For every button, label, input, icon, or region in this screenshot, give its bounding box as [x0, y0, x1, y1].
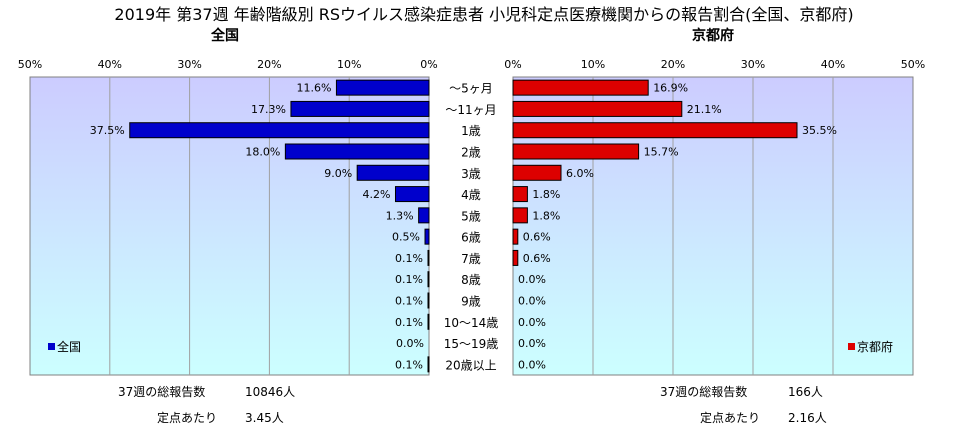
national-summary: 37週の総報告数 10846人 定点あたり 3.45人: [118, 384, 295, 425]
kyoto-data-label: 1.8%: [532, 209, 560, 222]
national-bar: [427, 356, 430, 373]
national-bar: [427, 271, 430, 288]
category-label: 9歳: [461, 295, 481, 309]
kyoto-bar: [512, 164, 562, 181]
national-data-label: 0.1%: [395, 273, 423, 286]
category-label: 15～19歳: [444, 337, 499, 351]
chart-title: 2019年 第37週 年齢階級別 RSウイルス感染症患者 小児科定点医療機関から…: [114, 5, 853, 24]
tick-label: 30%: [741, 58, 765, 71]
tick-label: 40%: [98, 58, 122, 71]
kyoto-bar: [512, 228, 519, 245]
national-bar: [427, 249, 430, 266]
kyoto-data-label: 21.1%: [687, 103, 722, 116]
category-label: 6歳: [461, 231, 481, 245]
tick-label: 0%: [504, 58, 521, 71]
kyoto-panel-title: 京都府: [692, 27, 734, 44]
category-label: ～11ヶ月: [445, 103, 496, 117]
tick-label: 20%: [257, 58, 281, 71]
category-label: 7歳: [461, 252, 481, 266]
national-bar: [335, 79, 430, 96]
kyoto-legend-label: 京都府: [857, 339, 893, 354]
national-total-value: 10846人: [245, 385, 295, 399]
kyoto-legend: 京都府: [848, 339, 893, 354]
category-label: 2歳: [461, 146, 481, 160]
kyoto-summary: 37週の総報告数 166人 定点あたり 2.16人: [660, 384, 827, 425]
national-bar: [418, 207, 430, 224]
kyoto-legend-swatch: [848, 343, 855, 350]
national-bar: [290, 100, 430, 117]
national-data-label: 0.1%: [395, 252, 423, 265]
category-label: 8歳: [461, 273, 481, 287]
national-bar: [427, 292, 430, 309]
kyoto-data-label: 6.0%: [566, 167, 594, 180]
kyoto-plot-area: [512, 76, 914, 376]
kyoto-data-label: 16.9%: [653, 82, 688, 95]
national-bar: [129, 122, 430, 139]
national-data-label: 0.0%: [396, 337, 424, 350]
national-total-label: 37週の総報告数: [118, 384, 205, 399]
national-legend-swatch: [48, 343, 55, 350]
national-data-label: 0.1%: [395, 295, 423, 308]
tick-label: 10%: [581, 58, 605, 71]
national-legend-label: 全国: [57, 339, 81, 354]
kyoto-bar: [512, 100, 683, 117]
kyoto-data-label: 0.0%: [518, 295, 546, 308]
kyoto-data-label: 0.0%: [518, 316, 546, 329]
category-label: 20歳以上: [445, 358, 496, 372]
kyoto-bar: [512, 249, 519, 266]
kyoto-total-value: 166人: [788, 385, 823, 399]
kyoto-bar: [512, 143, 640, 160]
kyoto-data-label: 15.7%: [644, 146, 679, 159]
kyoto-bar: [512, 207, 528, 224]
tick-label: 50%: [901, 58, 925, 71]
kyoto-data-label: 0.0%: [518, 358, 546, 371]
kyoto-bar: [512, 122, 798, 139]
tick-label: 20%: [661, 58, 685, 71]
national-bar: [284, 143, 430, 160]
national-data-label: 0.5%: [392, 231, 420, 244]
national-per-label: 定点あたり: [157, 410, 217, 425]
category-label: 5歳: [461, 209, 481, 223]
national-data-label: 18.0%: [245, 146, 280, 159]
national-data-label: 9.0%: [324, 167, 352, 180]
kyoto-data-label: 0.6%: [523, 252, 551, 265]
kyoto-data-label: 0.0%: [518, 273, 546, 286]
category-label: 4歳: [461, 188, 481, 202]
national-bar: [424, 228, 430, 245]
category-label: 10～14歳: [444, 316, 499, 330]
tick-label: 40%: [821, 58, 845, 71]
category-label: ～5ヶ月: [449, 82, 493, 96]
national-per-value: 3.45人: [245, 411, 284, 425]
kyoto-data-label: 1.8%: [532, 188, 560, 201]
kyoto-data-label: 0.6%: [523, 231, 551, 244]
national-data-label: 4.2%: [363, 188, 391, 201]
tick-label: 30%: [177, 58, 201, 71]
kyoto-per-label: 定点あたり: [700, 410, 760, 425]
kyoto-bar: [512, 79, 649, 96]
kyoto-bar: [512, 186, 528, 203]
national-legend: 全国: [48, 339, 81, 354]
national-data-label: 17.3%: [251, 103, 286, 116]
tick-label: 10%: [337, 58, 361, 71]
kyoto-per-value: 2.16人: [788, 411, 827, 425]
national-data-label: 37.5%: [90, 124, 125, 137]
kyoto-total-label: 37週の総報告数: [660, 384, 747, 399]
national-data-label: 1.3%: [386, 209, 414, 222]
national-data-label: 11.6%: [296, 82, 331, 95]
category-label: 3歳: [461, 167, 481, 181]
national-data-label: 0.1%: [395, 358, 423, 371]
kyoto-data-label: 35.5%: [802, 124, 837, 137]
kyoto-data-label: 0.0%: [518, 337, 546, 350]
national-bar: [394, 186, 430, 203]
tick-label: 0%: [420, 58, 437, 71]
category-label: 1歳: [461, 124, 481, 138]
tick-label: 50%: [18, 58, 42, 71]
national-bar: [427, 313, 430, 330]
national-plot-area: [29, 76, 430, 376]
national-panel-title: 全国: [210, 27, 239, 44]
national-bar: [356, 164, 430, 181]
national-data-label: 0.1%: [395, 316, 423, 329]
